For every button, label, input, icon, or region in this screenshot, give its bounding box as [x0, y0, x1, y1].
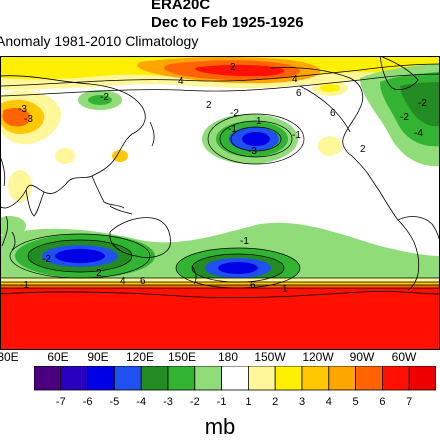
tropical-negative-a [0, 216, 26, 236]
siberia-negative-core [88, 95, 112, 105]
nw-pacific-positive [112, 150, 128, 162]
colorbar-swatch [301, 366, 330, 391]
atlantic-negative-3 [400, 82, 440, 127]
colorbar-tick-label: -2 [189, 396, 200, 408]
colorbar-swatch [140, 366, 169, 391]
contour-label: 2 [206, 100, 212, 111]
colorbar-swatch [221, 366, 249, 391]
colorbar-swatch [274, 366, 303, 391]
indian-low-4 [55, 249, 105, 263]
contour-label: -1 [20, 280, 29, 291]
title-dataset: ERA20C [151, 0, 211, 13]
contour-label: -2 [418, 98, 427, 109]
contour-label: 1 [256, 116, 262, 127]
pacific-low-4 [242, 132, 270, 146]
contour-label: 6 [140, 276, 146, 287]
colorbar-swatch [355, 366, 383, 391]
antarctic-positive-2 [0, 282, 440, 286]
colorbar-tick-label: -7 [55, 396, 66, 408]
colorbar-tick-label: 4 [325, 396, 332, 408]
contour-label: -2 [100, 92, 109, 103]
contour-label: -1 [292, 130, 301, 141]
asia-positive-5 [2, 108, 31, 127]
contour-label: 4 [178, 76, 184, 87]
contour-label: 4 [292, 74, 298, 85]
colorbar-swatch [328, 366, 356, 391]
contour-label: -2 [230, 108, 239, 119]
colorbar-tick-label: 6 [379, 396, 386, 408]
colorbar-tick-label: -5 [109, 396, 120, 408]
colorbar-tick-label: 7 [406, 396, 413, 408]
longitude-label: 30E [0, 350, 19, 364]
contour-label: 2 [360, 144, 366, 155]
colorbar-tick-label: 3 [298, 396, 306, 408]
colorbar-swatch [194, 366, 223, 391]
longitude-axis: 30E 60E 90E 120E 150E 180 150W 120W 90W 60W [0, 350, 440, 368]
colorbar-units: mb [204, 414, 236, 439]
colorbar-tick-label: -4 [136, 396, 147, 408]
colorbar-swatch [114, 366, 142, 391]
na-positive-core [320, 84, 340, 92]
antarctic-positive-core [0, 288, 440, 350]
colorbar-swatch [34, 366, 62, 391]
longitude-label: 180 [217, 350, 239, 364]
longitude-label: 120W [302, 350, 334, 364]
coastlines [0, 56, 440, 299]
tropical-positive-a [318, 136, 342, 156]
longitude-label: 150W [254, 350, 286, 364]
contour-label: 4 [120, 276, 126, 287]
contour-lines [0, 63, 440, 289]
title-subtitle: Anomaly 1981-2010 Climatology [0, 33, 199, 49]
colorbar-tick-label: -3 [163, 396, 173, 408]
longitude-label: 60W [391, 350, 417, 364]
contour-label: -1 [240, 236, 249, 247]
colorbar-tick-label: 1 [245, 396, 252, 408]
contour-label: -2 [400, 112, 409, 123]
longitude-label: 120E [125, 350, 155, 364]
colorbar-swatch [60, 366, 88, 391]
colorbar-tick-label: 2 [272, 396, 279, 408]
title-period: Dec to Feb 1925-1926 [151, 14, 304, 31]
longitude-label: 150E [167, 350, 197, 364]
north-pacific-high-6 [195, 64, 285, 77]
tropical-positive-c [55, 148, 75, 164]
longitude-label: 90W [349, 350, 375, 364]
contour-label: -3 [248, 146, 257, 157]
colorbar-swatch [408, 366, 436, 391]
contour-label: 1 [282, 284, 288, 295]
colorbar-swatch [247, 366, 276, 391]
tropical-positive-b [8, 170, 32, 202]
south-pacific-low-4 [218, 262, 258, 274]
colorbar-tick-label: -1 [216, 396, 227, 408]
colorbar-swatch [167, 366, 196, 391]
contour-label: 6 [330, 108, 336, 119]
colorbar-swatch [87, 366, 115, 391]
contour-label: -3 [18, 104, 27, 115]
contour-label: 6 [296, 88, 302, 99]
contour-label: -4 [414, 128, 423, 139]
contour-label: -2 [42, 254, 51, 265]
contour-label: 6 [250, 280, 256, 291]
contour-label: -1 [228, 124, 237, 135]
longitude-label: 60E [47, 350, 69, 364]
colorbar [34, 366, 436, 391]
contour-label: -3 [24, 114, 33, 125]
longitude-label: 90E [87, 350, 109, 364]
colorbar-tick-label: -6 [82, 396, 93, 408]
contour-label: 2 [230, 62, 236, 73]
contour-label: 2 [96, 268, 102, 279]
colorbar-tick-label: 5 [352, 396, 359, 408]
colorbar-swatch [381, 366, 410, 391]
